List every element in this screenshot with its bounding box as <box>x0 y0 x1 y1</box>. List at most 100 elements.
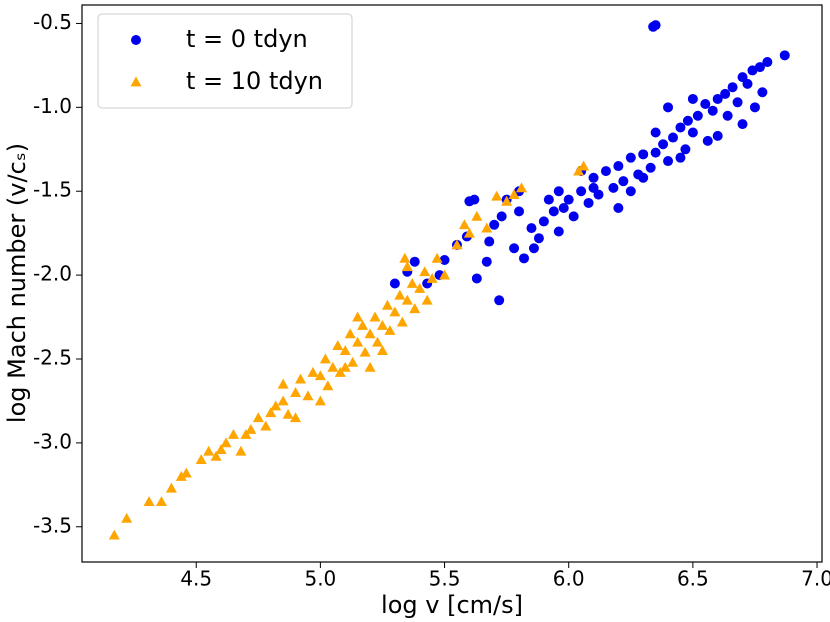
x-tick-label: 7.0 <box>801 567 830 591</box>
data-point <box>494 295 505 306</box>
data-point <box>352 311 364 322</box>
data-point <box>235 445 247 456</box>
data-point <box>779 50 790 61</box>
data-point <box>419 266 431 277</box>
data-point <box>384 324 396 335</box>
x-tick-label: 5.0 <box>304 567 336 591</box>
data-point <box>638 149 649 160</box>
data-point <box>290 412 302 423</box>
data-point <box>332 340 344 350</box>
data-point <box>240 428 252 439</box>
data-point <box>290 387 302 397</box>
data-point <box>401 261 413 272</box>
data-point <box>757 87 768 98</box>
data-point <box>563 194 574 205</box>
data-point <box>638 172 649 183</box>
data-point <box>700 98 711 109</box>
data-point <box>227 428 239 439</box>
data-point <box>220 437 232 448</box>
data-point <box>712 93 723 104</box>
data-point <box>282 408 294 419</box>
data-point <box>399 252 411 263</box>
x-axis-label: log v [cm/s] <box>381 591 523 619</box>
data-point <box>245 423 257 434</box>
data-point <box>421 294 433 305</box>
data-point <box>573 165 585 176</box>
data-point <box>357 319 369 330</box>
data-point <box>727 82 738 93</box>
data-point <box>553 226 564 237</box>
data-point <box>548 206 559 217</box>
data-point <box>618 176 629 187</box>
data-point <box>458 219 470 230</box>
y-tick-label: -0.5 <box>33 10 72 34</box>
data-point <box>389 278 400 289</box>
data-point <box>558 203 569 214</box>
y-tick-label: -1.0 <box>33 94 72 118</box>
data-point <box>319 353 331 364</box>
data-point <box>406 278 418 288</box>
y-tick-label: -2.0 <box>33 262 72 286</box>
data-point <box>578 160 590 171</box>
data-point <box>155 496 167 507</box>
data-point <box>347 356 359 367</box>
data-point <box>538 216 549 227</box>
data-point <box>613 203 624 214</box>
data-point <box>464 196 475 207</box>
y-tick-label: -3.5 <box>33 513 72 537</box>
data-point <box>327 361 339 372</box>
data-point <box>658 139 669 150</box>
data-point <box>489 219 500 230</box>
data-point <box>334 366 346 377</box>
data-point <box>471 210 483 221</box>
data-point <box>307 366 319 377</box>
data-point <box>215 444 227 454</box>
data-point <box>675 152 686 163</box>
data-point <box>576 186 587 197</box>
data-point <box>302 390 314 401</box>
x-tick-label: 4.5 <box>180 567 212 591</box>
data-point <box>175 470 187 481</box>
data-point <box>451 239 463 250</box>
data-point <box>121 512 133 523</box>
data-point <box>364 328 376 339</box>
data-point <box>203 445 215 456</box>
data-point <box>372 336 384 347</box>
data-point <box>491 190 503 201</box>
data-point <box>339 361 351 372</box>
data-point <box>754 62 765 73</box>
data-point <box>252 412 264 423</box>
legend-marker <box>131 35 141 45</box>
data-point <box>692 110 703 121</box>
data-point <box>352 336 364 347</box>
legend-marker <box>130 76 142 87</box>
data-point <box>359 346 371 357</box>
data-point <box>625 152 636 163</box>
data-point <box>481 222 493 233</box>
data-point <box>650 127 661 138</box>
x-tick-label: 6.0 <box>553 567 585 591</box>
data-point <box>650 20 661 31</box>
data-point <box>376 345 388 356</box>
data-point <box>369 311 381 322</box>
data-point <box>180 467 192 478</box>
data-point <box>339 345 351 356</box>
data-point <box>663 156 674 167</box>
data-point <box>528 243 539 254</box>
data-point <box>608 182 619 193</box>
data-point <box>484 236 495 247</box>
data-point <box>431 252 443 263</box>
data-point <box>722 110 733 121</box>
data-point <box>682 115 693 126</box>
legend-label: t = 0 tdyn <box>186 25 308 53</box>
data-point <box>439 269 451 280</box>
data-point <box>702 135 713 146</box>
data-point <box>588 172 599 183</box>
y-axis-label: log Mach number (v/cₛ) <box>3 143 31 423</box>
data-point <box>314 395 326 406</box>
data-point <box>496 211 507 222</box>
data-point <box>747 65 758 76</box>
y-tick-label: -3.0 <box>33 429 72 453</box>
data-point <box>583 197 594 208</box>
data-point <box>210 450 222 461</box>
